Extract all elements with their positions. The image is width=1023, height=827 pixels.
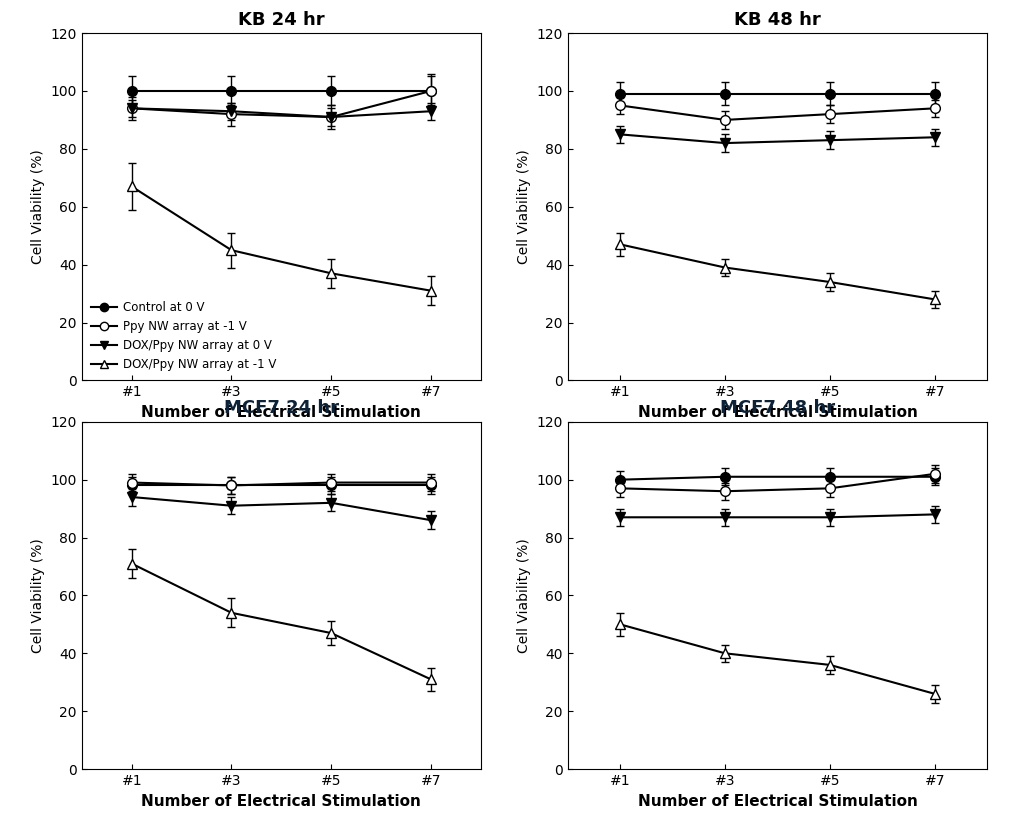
Title: KB 48 hr: KB 48 hr bbox=[735, 11, 820, 29]
Legend: Control at 0 V, Ppy NW array at -1 V, DOX/Ppy NW array at 0 V, DOX/Ppy NW array : Control at 0 V, Ppy NW array at -1 V, DO… bbox=[88, 298, 280, 375]
X-axis label: Number of Electrical Stimulation: Number of Electrical Stimulation bbox=[141, 794, 421, 809]
Y-axis label: Cell Viability (%): Cell Viability (%) bbox=[517, 150, 531, 264]
Y-axis label: Cell Viability (%): Cell Viability (%) bbox=[31, 538, 45, 653]
Y-axis label: Cell Viability (%): Cell Viability (%) bbox=[31, 150, 45, 264]
Title: MCF7 48 hr: MCF7 48 hr bbox=[720, 399, 835, 418]
Title: MCF7 24 hr: MCF7 24 hr bbox=[224, 399, 339, 418]
Title: KB 24 hr: KB 24 hr bbox=[238, 11, 324, 29]
X-axis label: Number of Electrical Stimulation: Number of Electrical Stimulation bbox=[637, 405, 918, 420]
X-axis label: Number of Electrical Stimulation: Number of Electrical Stimulation bbox=[637, 794, 918, 809]
Y-axis label: Cell Viability (%): Cell Viability (%) bbox=[517, 538, 531, 653]
X-axis label: Number of Electrical Stimulation: Number of Electrical Stimulation bbox=[141, 405, 421, 420]
